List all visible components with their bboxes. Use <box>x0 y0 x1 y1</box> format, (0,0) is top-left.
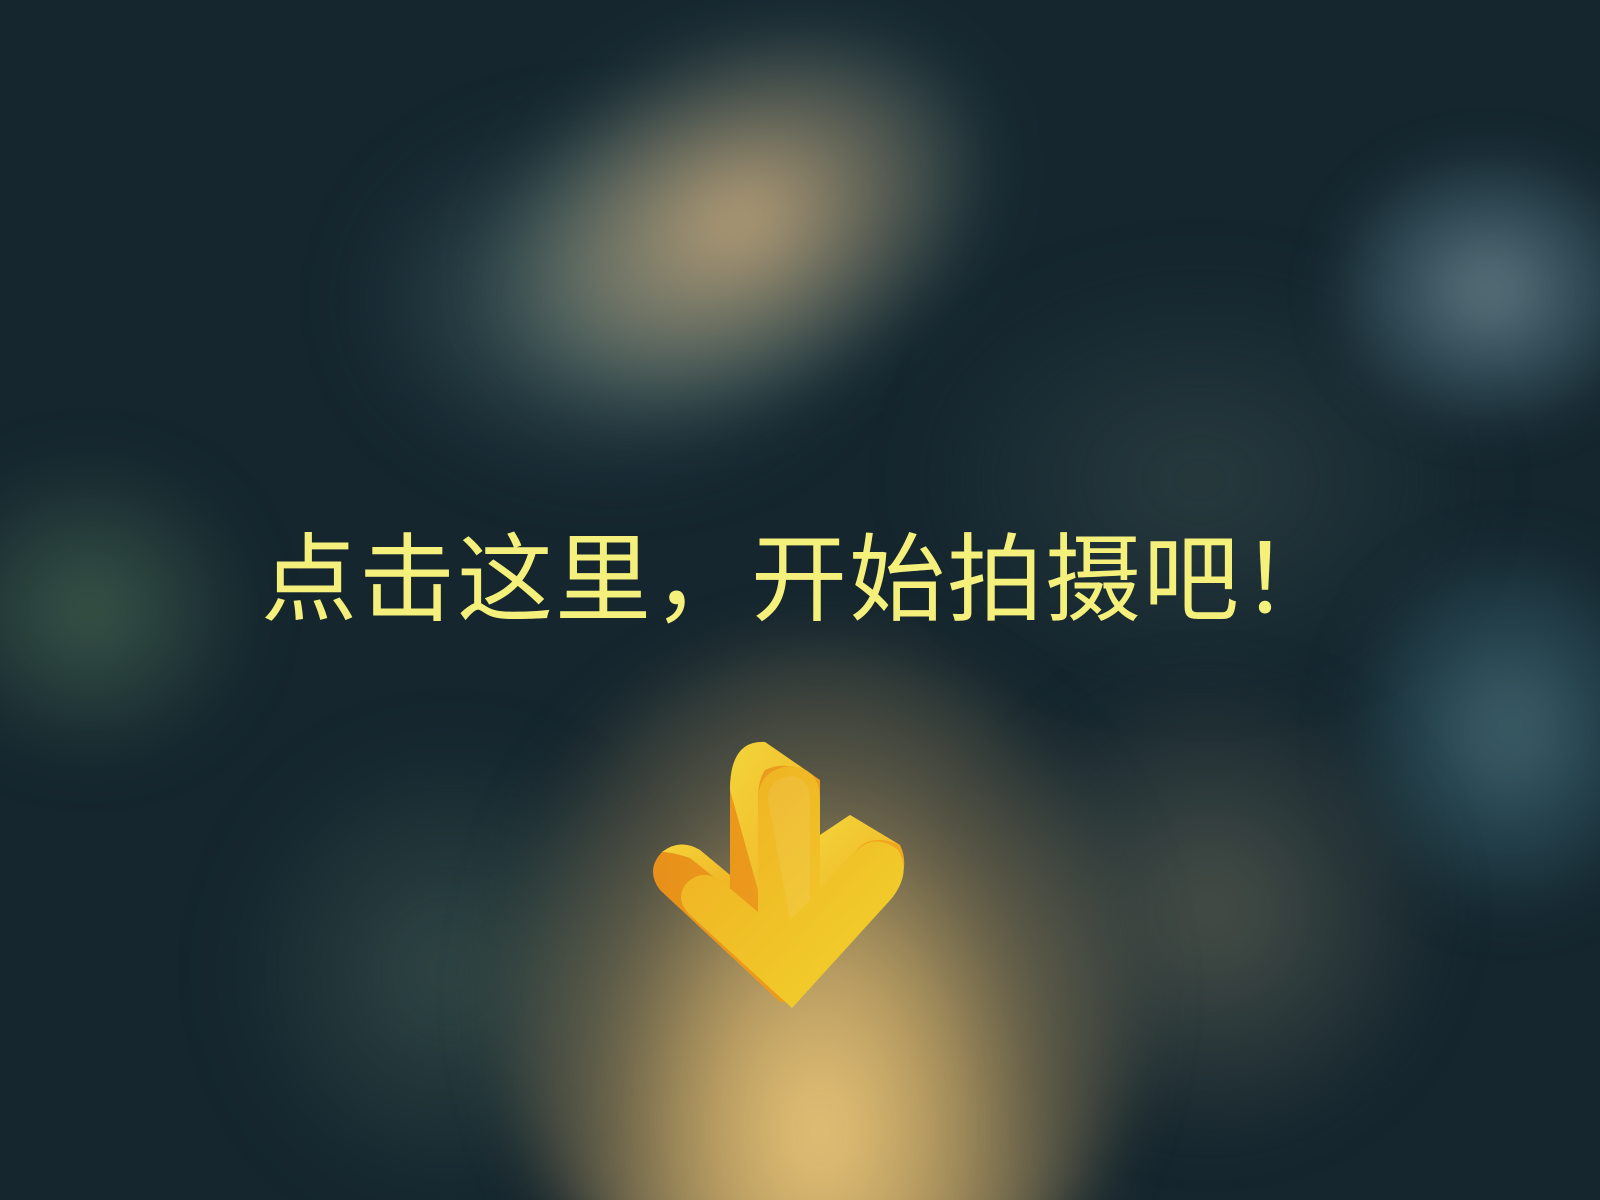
bokeh-light <box>1000 700 1420 1120</box>
start-shooting-prompt[interactable]: 点击这里，开始拍摄吧！ <box>261 524 1339 636</box>
down-arrow-icon <box>652 741 905 1008</box>
bokeh-light <box>1340 160 1600 420</box>
bokeh-light <box>250 760 650 1180</box>
bokeh-light <box>380 140 840 460</box>
start-shooting-button[interactable] <box>650 740 920 1030</box>
bokeh-light <box>428 0 1052 494</box>
